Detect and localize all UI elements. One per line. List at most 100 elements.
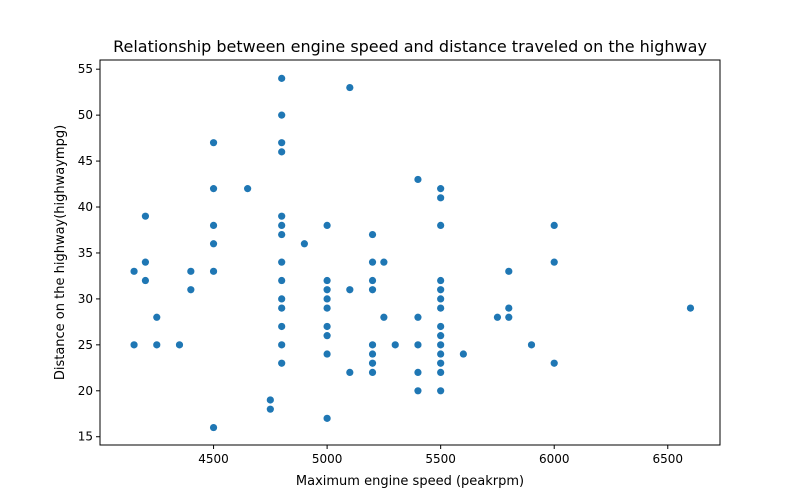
data-point xyxy=(368,276,377,285)
y-tick-label: 15 xyxy=(78,430,93,444)
data-point xyxy=(437,295,445,303)
data-point xyxy=(175,341,184,349)
data-point xyxy=(209,423,218,432)
data-point xyxy=(368,341,377,349)
data-point xyxy=(437,194,445,202)
data-point xyxy=(323,295,331,303)
data-point xyxy=(278,74,286,82)
data-point xyxy=(368,359,377,367)
y-tick-label: 50 xyxy=(78,108,93,122)
data-point xyxy=(437,322,445,331)
y-tick-label: 30 xyxy=(78,292,93,306)
x-tick-label: 6000 xyxy=(539,452,570,466)
data-point xyxy=(278,230,286,239)
data-point xyxy=(346,286,354,294)
data-point xyxy=(209,221,218,229)
data-point xyxy=(437,304,445,312)
x-tick-label: 6500 xyxy=(652,452,683,466)
data-point xyxy=(130,341,138,349)
y-tick-label: 45 xyxy=(78,154,93,168)
data-point xyxy=(278,139,286,147)
data-point xyxy=(323,322,331,331)
data-point xyxy=(209,267,218,275)
data-point xyxy=(437,387,445,395)
data-point xyxy=(209,185,218,193)
y-tick-label: 35 xyxy=(78,246,93,260)
data-point xyxy=(323,332,331,340)
data-point xyxy=(437,286,445,294)
data-point xyxy=(437,350,445,358)
data-point xyxy=(437,185,445,193)
data-point xyxy=(323,304,331,312)
data-point xyxy=(346,368,354,377)
data-point xyxy=(266,405,274,413)
data-point xyxy=(209,139,218,147)
data-point xyxy=(323,350,331,358)
x-tick-label: 5500 xyxy=(425,452,456,466)
x-tick-label: 5000 xyxy=(312,452,343,466)
data-point xyxy=(414,368,422,377)
data-point xyxy=(368,368,377,377)
data-point xyxy=(391,341,399,349)
data-point xyxy=(278,148,286,156)
data-point xyxy=(380,258,388,266)
data-point xyxy=(278,111,286,119)
data-point xyxy=(278,221,286,229)
data-point xyxy=(505,304,513,312)
data-point xyxy=(437,341,445,349)
data-point xyxy=(323,221,331,229)
data-point xyxy=(278,295,286,303)
y-tick-label: 40 xyxy=(78,200,93,214)
x-axis-label: Maximum engine speed (peakrpm) xyxy=(296,474,524,489)
data-point xyxy=(550,221,558,229)
data-point xyxy=(368,350,377,358)
data-point xyxy=(187,286,195,294)
data-point xyxy=(153,313,161,321)
data-point xyxy=(414,341,422,349)
data-point xyxy=(368,230,377,239)
data-point xyxy=(323,276,331,285)
data-point xyxy=(380,313,388,321)
data-point xyxy=(414,313,422,321)
data-point xyxy=(278,359,286,367)
data-point xyxy=(300,240,308,248)
data-point xyxy=(437,368,445,377)
data-point xyxy=(437,276,445,285)
data-point xyxy=(437,221,445,229)
data-point xyxy=(505,267,513,275)
data-point xyxy=(550,359,558,367)
data-point xyxy=(244,185,252,193)
data-point xyxy=(141,276,150,285)
data-point xyxy=(141,258,150,266)
data-point xyxy=(278,276,286,285)
data-point xyxy=(141,212,150,220)
y-tick-label: 55 xyxy=(78,62,93,76)
data-point xyxy=(278,212,286,220)
data-point xyxy=(187,267,195,275)
y-axis: 15 20 25 30 35 40 45 50 55 xyxy=(78,62,100,444)
data-point xyxy=(414,175,422,184)
data-point xyxy=(493,313,502,321)
data-point xyxy=(437,332,445,340)
plot-frame xyxy=(99,59,721,446)
data-point xyxy=(278,341,286,349)
data-point xyxy=(323,414,331,422)
data-point xyxy=(368,286,377,294)
y-tick-label: 25 xyxy=(78,338,93,352)
x-tick-label: 4500 xyxy=(198,452,229,466)
data-point xyxy=(130,267,138,275)
data-point xyxy=(153,341,161,349)
data-point xyxy=(505,313,513,321)
data-point xyxy=(686,304,695,312)
y-axis-label: Distance on the highway(highwaympg) xyxy=(53,125,68,380)
data-point xyxy=(437,359,445,367)
data-point xyxy=(278,322,286,331)
data-point xyxy=(209,240,218,248)
data-point xyxy=(550,258,558,266)
data-point xyxy=(278,304,286,312)
chart-title: Relationship between engine speed and di… xyxy=(113,37,707,56)
data-point xyxy=(266,396,274,404)
data-point xyxy=(414,387,422,395)
data-point xyxy=(527,341,536,349)
